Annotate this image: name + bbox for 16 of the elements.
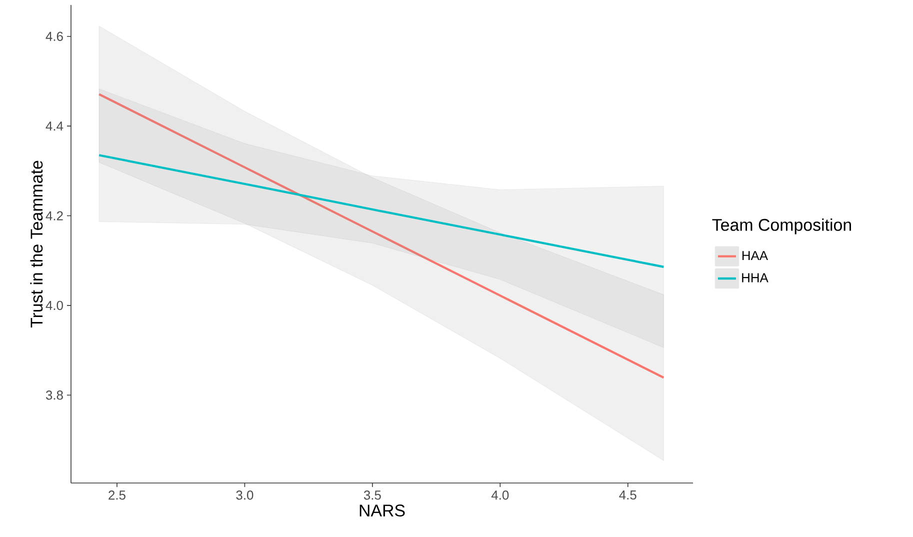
y-axis-title: Trust in the Teammate xyxy=(30,160,43,328)
x-axis-title: NARS xyxy=(360,504,405,517)
legend-label: HHA xyxy=(742,273,768,282)
legend-title: Team Composition xyxy=(712,218,851,234)
x-tick-label: 2.5 xyxy=(108,490,126,500)
y-tick-label: 3.8 xyxy=(46,390,63,400)
x-tick-label: 3.5 xyxy=(364,490,381,500)
x-tick-label: 4.0 xyxy=(491,490,509,500)
y-tick-label: 4.6 xyxy=(46,32,63,41)
legend-label: HAA xyxy=(742,251,768,260)
y-tick-label: 4.4 xyxy=(46,122,64,131)
x-tick-label: 4.5 xyxy=(619,490,636,500)
y-tick-label: 4.2 xyxy=(46,211,63,220)
y-tick-label: 4.0 xyxy=(46,300,63,310)
x-tick-label: 3.0 xyxy=(236,490,254,500)
line-series xyxy=(98,154,665,268)
